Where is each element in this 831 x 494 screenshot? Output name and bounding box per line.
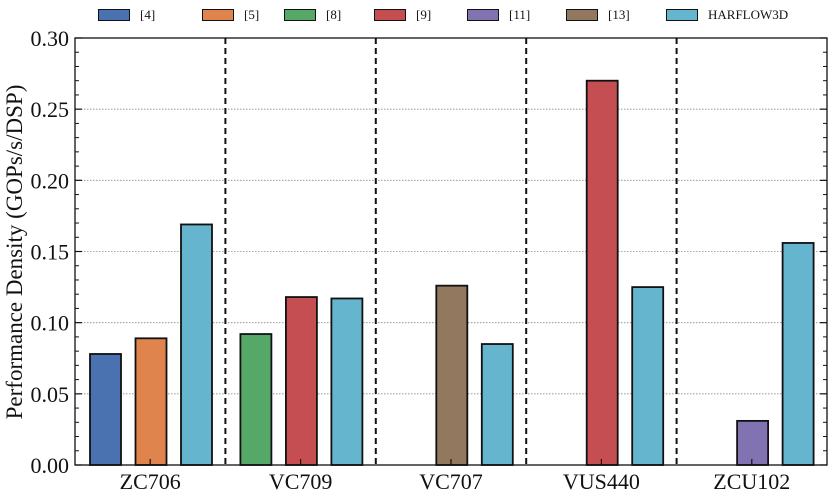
legend-item-ref11: [11]	[467, 4, 530, 26]
legend-swatch	[467, 9, 499, 21]
legend-swatch	[374, 9, 406, 21]
bar	[134, 337, 168, 466]
bar	[781, 242, 815, 466]
bar	[89, 353, 122, 466]
bars	[89, 79, 815, 466]
legend-item-ref8: [8]	[284, 4, 341, 26]
legend-label: [11]	[509, 7, 531, 22]
legend-swatch	[98, 9, 130, 21]
legend-label: [5]	[244, 7, 260, 22]
bar	[284, 296, 318, 466]
legend-item-ref13: [13]	[566, 4, 630, 26]
y-tick-label: 0.25	[31, 97, 70, 122]
bar	[180, 223, 213, 466]
y-tick-label: 0.10	[31, 311, 70, 336]
y-tick-label: 0.15	[31, 240, 70, 265]
y-axis-label: Performance Density (GOPs/s/DSP)	[2, 85, 27, 420]
bar	[631, 286, 665, 466]
axis-ticks	[75, 37, 827, 466]
group-separators	[224, 38, 678, 465]
bar	[435, 284, 469, 466]
legend-swatch	[566, 9, 598, 21]
bar	[736, 419, 769, 466]
bar	[585, 79, 619, 466]
bar	[330, 297, 364, 466]
x-tick-label: VC709	[269, 469, 333, 494]
y-tick-label: 0.30	[31, 26, 70, 51]
x-tick-label: ZC706	[120, 469, 181, 494]
legend-label: [13]	[608, 7, 630, 22]
legend-item-ref9: [9]	[374, 4, 431, 26]
legend-swatch	[202, 9, 234, 21]
bar	[480, 343, 514, 466]
legend-label: HARFLOW3D	[708, 7, 789, 22]
x-tick-label: VUS440	[563, 469, 640, 494]
y-tick-label: 0.20	[31, 168, 70, 193]
y-tick-label: 0.00	[31, 453, 70, 478]
legend-item-harflow3d: HARFLOW3D	[666, 4, 788, 26]
x-tick-label: ZCU102	[713, 469, 790, 494]
bar	[239, 333, 273, 466]
x-tick-label: VC707	[419, 469, 483, 494]
y-tick-labels: 0.00 0.05 0.10 0.15 0.20 0.25 0.30	[31, 26, 70, 478]
legend-item-ref5: [5]	[202, 4, 259, 26]
legend-label: [9]	[416, 7, 432, 22]
legend-swatch	[666, 9, 698, 21]
legend-label: [4]	[140, 7, 156, 22]
legend-label: [8]	[326, 7, 342, 22]
y-tick-label: 0.05	[31, 382, 70, 407]
legend-item-ref4: [4]	[98, 4, 155, 26]
x-tick-labels: ZC706 VC709 VC707 VUS440 ZCU102	[120, 469, 791, 494]
legend-swatch	[284, 9, 316, 21]
legend: [4] [5] [8] [9] [11] [13] HARFLOW3D	[0, 4, 831, 26]
